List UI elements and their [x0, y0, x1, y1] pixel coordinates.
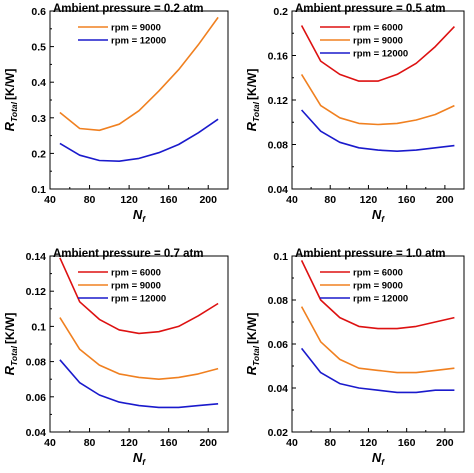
series-line-1 — [300, 260, 455, 330]
x-tick-label: 120 — [360, 194, 378, 206]
series-line-1 — [59, 257, 219, 335]
x-axis-label: Nf — [133, 450, 146, 467]
y-tick-label: 0.06 — [268, 339, 289, 351]
series-line-2 — [300, 306, 455, 374]
y-tick-label: 0.04 — [268, 383, 289, 395]
legend-label: rpm = 6000 — [111, 268, 161, 279]
y-tick-label: 0.02 — [268, 427, 289, 439]
y-tick-label: 0.3 — [31, 113, 46, 125]
chart-panel-1: Ambient pressure = 0.2 atm 40 80 120 160 200 0… — [2, 3, 229, 224]
y-axis-label: RTotal[K/W] — [2, 313, 19, 376]
x-tick-label: 80 — [84, 194, 96, 206]
y-axis-label: RTotal[K/W] — [244, 69, 261, 132]
series-line-3 — [301, 109, 455, 152]
series-line-2 — [59, 317, 219, 381]
legend-label: rpm = 6000 — [353, 268, 403, 279]
series-line-2 — [59, 118, 219, 162]
x-tick-label: 80 — [84, 437, 96, 449]
y-tick-label: 0.6 — [31, 6, 46, 18]
x-tick-label: 200 — [199, 194, 217, 206]
chart-panel-3: Ambient pressure = 0.7 atm 40 80 120 160 200 0… — [2, 248, 229, 467]
series-line-2 — [300, 73, 455, 126]
panel-title: Ambient pressure = 0.7 atm — [53, 248, 204, 260]
legend-label: rpm = 9000 — [353, 36, 403, 47]
x-tick-label: 160 — [398, 437, 416, 449]
y-tick-label: 0.04 — [26, 427, 47, 439]
legend-label: rpm = 9000 — [111, 23, 161, 34]
series-line-3 — [300, 347, 455, 394]
y-tick-label: 0.4 — [31, 77, 46, 89]
y-tick-label: 0.08 — [268, 295, 289, 307]
x-tick-label: 160 — [160, 437, 178, 449]
y-axis-label: RTotal[K/W] — [244, 313, 261, 376]
panel-title: Ambient pressure = 0.5 atm — [295, 3, 446, 15]
y-tick-label: 0.08 — [26, 357, 47, 369]
x-axis-label: Nf — [133, 207, 146, 224]
y-tick-label: 0.1 — [31, 321, 46, 333]
y-tick-label: 0.08 — [268, 140, 289, 152]
series-line-1 — [300, 25, 455, 82]
x-tick-label: 40 — [44, 437, 56, 449]
legend-label: rpm = 9000 — [111, 281, 161, 292]
x-tick-label: 120 — [120, 194, 138, 206]
x-tick-label: 120 — [120, 437, 138, 449]
y-tick-label: 0.1 — [31, 184, 46, 196]
legend-label: rpm = 6000 — [353, 23, 403, 34]
x-tick-label: 200 — [199, 437, 217, 449]
x-tick-label: 160 — [398, 194, 416, 206]
legend: rpm = 6000 rpm = 9000 rpm = 12000 — [78, 268, 166, 305]
legend-label: rpm = 12000 — [353, 49, 408, 60]
y-tick-label: 0.06 — [26, 392, 47, 404]
x-tick-label: 40 — [286, 437, 298, 449]
x-tick-label: 200 — [436, 437, 454, 449]
y-tick-label: 0.16 — [268, 51, 289, 63]
x-tick-label: 80 — [324, 437, 336, 449]
y-tick-label: 0.5 — [31, 42, 46, 54]
x-axis-label: Nf — [372, 450, 385, 467]
x-tick-label: 200 — [436, 194, 454, 206]
x-tick-label: 80 — [324, 194, 336, 206]
y-tick-label: 0.2 — [31, 148, 46, 160]
series-line-1 — [59, 16, 219, 132]
x-tick-label: 120 — [360, 437, 378, 449]
y-tick-label: 0.12 — [268, 95, 289, 107]
panel-title: Ambient pressure = 1.0 atm — [295, 248, 446, 260]
series-line-3 — [59, 359, 219, 409]
panel-title: Ambient pressure = 0.2 atm — [53, 3, 204, 15]
y-tick-label: 0.14 — [26, 251, 47, 263]
x-tick-label: 40 — [44, 194, 56, 206]
chart-panel-2: Ambient pressure = 0.5 atm 40 80 120 160 200 0… — [244, 3, 465, 224]
y-tick-label: 0.1 — [273, 251, 288, 263]
x-tick-label: 40 — [286, 194, 298, 206]
legend: rpm = 6000 rpm = 9000 rpm = 12000 — [320, 23, 408, 60]
y-axis-label: RTotal[K/W] — [2, 69, 19, 132]
legend-label: rpm = 12000 — [111, 36, 166, 47]
legend: rpm = 9000 rpm = 12000 — [78, 23, 166, 47]
legend-label: rpm = 12000 — [353, 294, 408, 305]
legend-label: rpm = 9000 — [353, 281, 403, 292]
legend: rpm = 6000 rpm = 9000 rpm = 12000 — [320, 268, 408, 305]
y-tick-label: 0.2 — [273, 6, 288, 18]
x-axis-label: Nf — [372, 207, 385, 224]
x-tick-label: 160 — [160, 194, 178, 206]
legend-label: rpm = 12000 — [111, 294, 166, 305]
y-tick-label: 0.12 — [26, 286, 47, 298]
chart-panel-4: Ambient pressure = 1.0 atm 40 80 120 160 200 0… — [244, 248, 465, 467]
y-tick-label: 0.04 — [268, 184, 289, 196]
